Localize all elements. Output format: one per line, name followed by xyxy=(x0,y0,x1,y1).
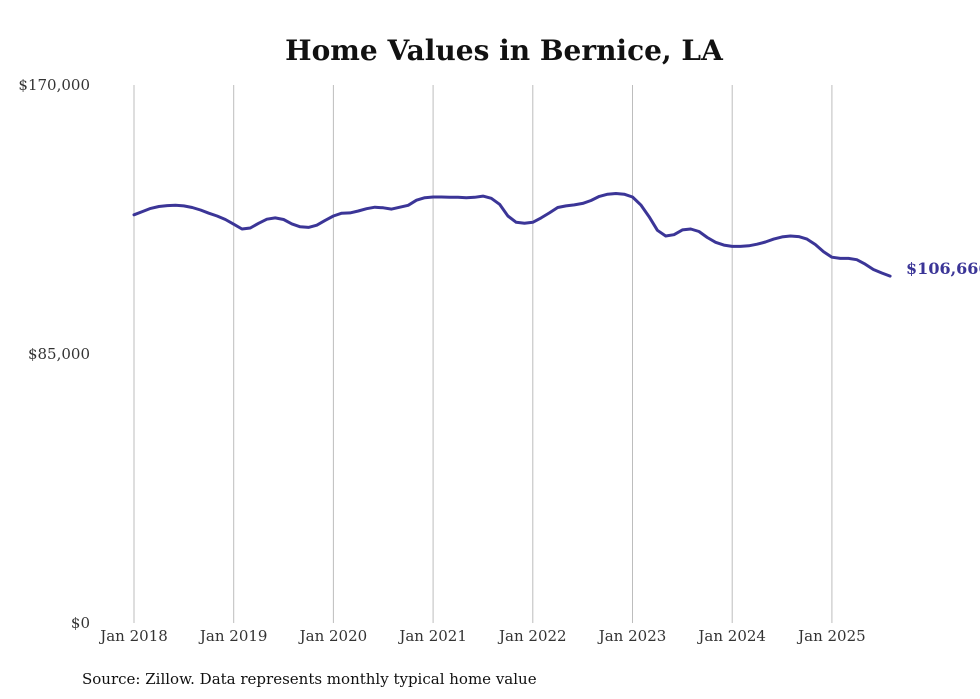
end-value-label: $106,666 xyxy=(906,259,980,278)
x-axis-ticks: Jan 2018 Jan 2019 Jan 2020 Jan 2021 Jan 2022… xyxy=(98,627,865,645)
x-tick-label: Jan 2020 xyxy=(298,627,368,645)
x-tick-label: Jan 2023 xyxy=(597,627,667,645)
x-tick-label: Jan 2018 xyxy=(98,627,168,645)
chart-title: Home Values in Bernice, LA xyxy=(285,34,724,67)
y-tick-label: $85,000 xyxy=(28,345,90,363)
y-tick-label: $170,000 xyxy=(18,76,90,94)
x-tick-label: Jan 2024 xyxy=(696,627,766,645)
x-tick-label: Jan 2025 xyxy=(796,627,866,645)
gridlines xyxy=(133,85,833,623)
source-note: Source: Zillow. Data represents monthly … xyxy=(82,670,537,688)
x-tick-label: Jan 2019 xyxy=(198,627,268,645)
x-tick-label: Jan 2022 xyxy=(497,627,567,645)
home-value-line xyxy=(132,192,892,278)
y-axis-ticks: $0 $85,000 $170,000 xyxy=(18,76,90,632)
x-tick-label: Jan 2021 xyxy=(397,627,467,645)
y-tick-label: $0 xyxy=(71,614,90,632)
